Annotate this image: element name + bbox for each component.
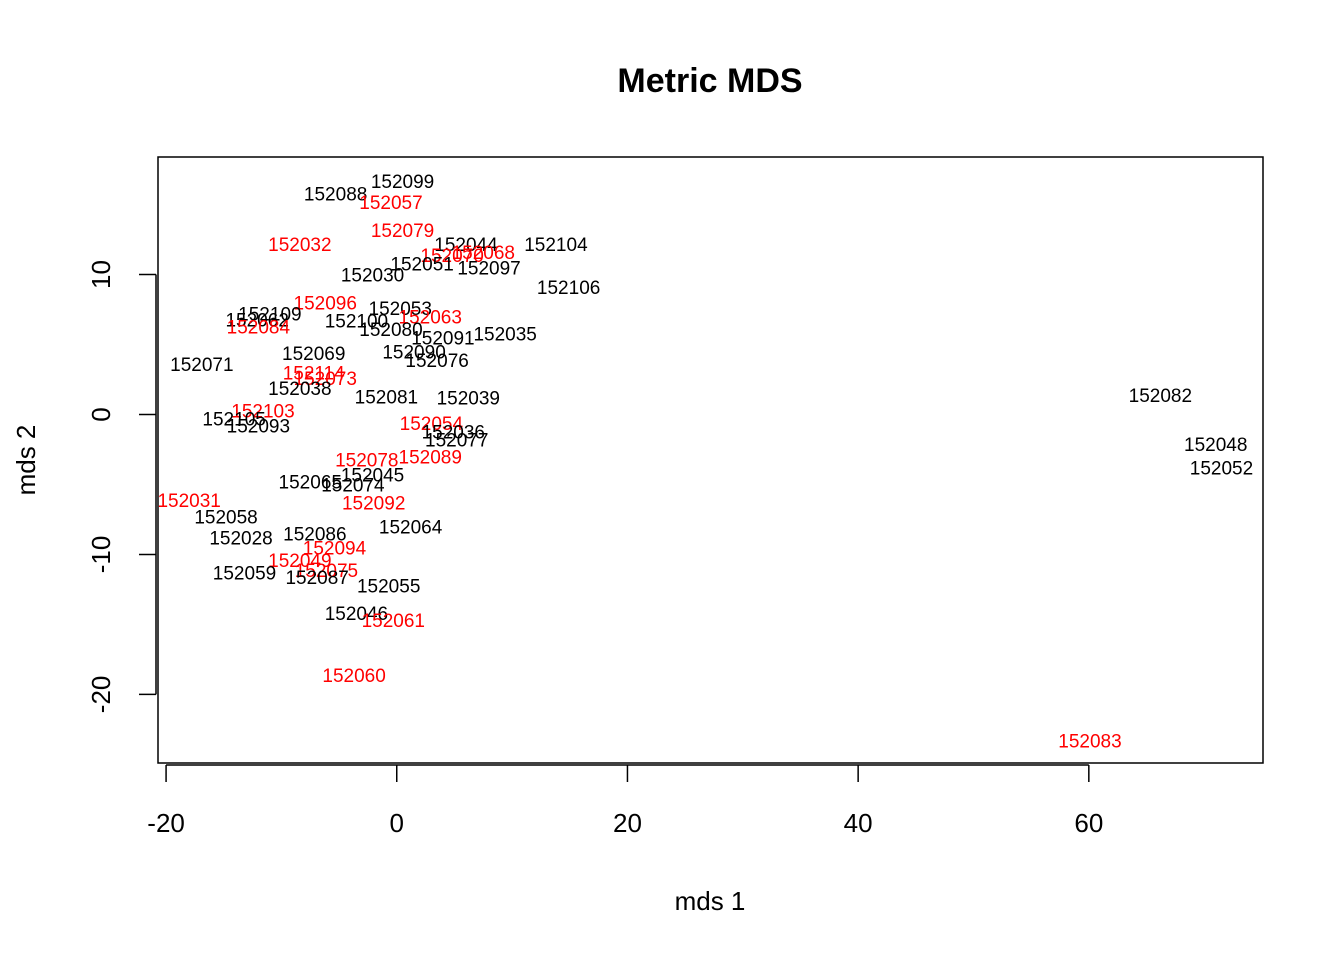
point-label-152106: 152106 xyxy=(537,278,600,299)
point-label-152082: 152082 xyxy=(1129,386,1192,407)
point-label-152070: 152070 xyxy=(420,246,483,267)
point-label-152104: 152104 xyxy=(524,235,588,256)
y-axis-label: mds 2 xyxy=(11,425,41,496)
y-tick-label: -10 xyxy=(86,536,116,574)
point-label-152065: 152065 xyxy=(279,473,342,494)
point-label-152068: 152068 xyxy=(452,243,515,264)
point-label-152073: 152073 xyxy=(294,369,357,390)
point-label-152100: 152100 xyxy=(325,312,388,333)
x-tick-label: 60 xyxy=(1074,808,1103,838)
plot-area-border xyxy=(157,156,1264,764)
y-tick-label: 10 xyxy=(86,260,116,289)
point-label-152069: 152069 xyxy=(282,344,345,365)
point-label-152089: 152089 xyxy=(399,448,462,469)
point-label-152059: 152059 xyxy=(213,564,276,585)
x-tick-label: -20 xyxy=(147,808,185,838)
x-axis: -20 0 20 40 60 xyxy=(147,764,1103,838)
point-label-152036: 152036 xyxy=(422,422,485,443)
point-label-152080: 152080 xyxy=(359,320,422,341)
point-label-152058: 152058 xyxy=(194,508,257,529)
point-label-152035: 152035 xyxy=(473,324,536,345)
point-label-152083: 152083 xyxy=(1058,732,1121,753)
x-axis-label: mds 1 xyxy=(675,886,746,916)
point-label-152063: 152063 xyxy=(399,308,462,329)
point-label-152076: 152076 xyxy=(405,351,468,372)
point-label-152053: 152053 xyxy=(369,299,432,320)
point-label-152051: 152051 xyxy=(390,254,453,275)
point-label-152114: 152114 xyxy=(283,364,345,385)
point-label-152064: 152064 xyxy=(379,517,443,538)
point-label-152038: 152038 xyxy=(268,379,331,400)
x-tick-label: 0 xyxy=(390,808,404,838)
point-label-152071: 152071 xyxy=(170,355,233,376)
point-label-152052: 152052 xyxy=(1190,459,1253,480)
point-label-152045: 152045 xyxy=(341,466,404,487)
point-label-152087: 152087 xyxy=(285,568,348,589)
point-label-152094: 152094 xyxy=(303,538,367,559)
point-label-152031: 152031 xyxy=(157,491,220,512)
point-label-152078: 152078 xyxy=(335,450,398,471)
point-label-152028: 152028 xyxy=(209,529,272,550)
point-label-152030: 152030 xyxy=(341,266,404,287)
point-label-152091: 152091 xyxy=(411,329,474,350)
point-label-152092: 152092 xyxy=(342,494,405,515)
point-label-152074: 152074 xyxy=(321,475,385,496)
y-tick-label: 0 xyxy=(86,407,116,421)
point-label-152032: 152032 xyxy=(268,235,331,256)
point-label-152097: 152097 xyxy=(457,259,520,280)
point-label-152054: 152054 xyxy=(400,414,464,435)
point-label-152103: 152103 xyxy=(231,401,294,422)
point-label-152079: 152079 xyxy=(371,221,434,242)
x-tick-label: 40 xyxy=(844,808,873,838)
point-label-152109: 152109 xyxy=(238,305,301,326)
y-axis: -20 -10 0 10 xyxy=(86,260,157,714)
point-label-152055: 152055 xyxy=(357,576,420,597)
point-label-152096: 152096 xyxy=(294,294,357,315)
point-label-152088: 152088 xyxy=(304,184,367,205)
point-label-152084: 152084 xyxy=(227,317,291,338)
chart-title: Metric MDS xyxy=(617,62,802,100)
point-label-152062: 152062 xyxy=(225,310,288,331)
point-label-152049: 152049 xyxy=(268,551,331,572)
point-label-152093: 152093 xyxy=(227,417,290,438)
point-label-152075: 152075 xyxy=(295,561,358,582)
point-label-152090: 152090 xyxy=(382,343,445,364)
y-tick-label: -20 xyxy=(86,676,116,714)
point-label-152061: 152061 xyxy=(362,611,425,632)
point-label-152060: 152060 xyxy=(322,666,385,687)
point-label-152077: 152077 xyxy=(425,431,488,452)
point-label-152081: 152081 xyxy=(355,387,418,408)
point-label-152044: 152044 xyxy=(434,235,498,256)
point-label-152057: 152057 xyxy=(359,193,422,214)
point-label-152039: 152039 xyxy=(437,389,500,410)
point-label-152048: 152048 xyxy=(1184,435,1247,456)
point-label-152086: 152086 xyxy=(283,524,346,545)
point-label-152099: 152099 xyxy=(371,172,434,193)
point-label-152046: 152046 xyxy=(325,604,388,625)
point-label-152105: 152105 xyxy=(202,410,265,431)
x-tick-label: 20 xyxy=(613,808,642,838)
